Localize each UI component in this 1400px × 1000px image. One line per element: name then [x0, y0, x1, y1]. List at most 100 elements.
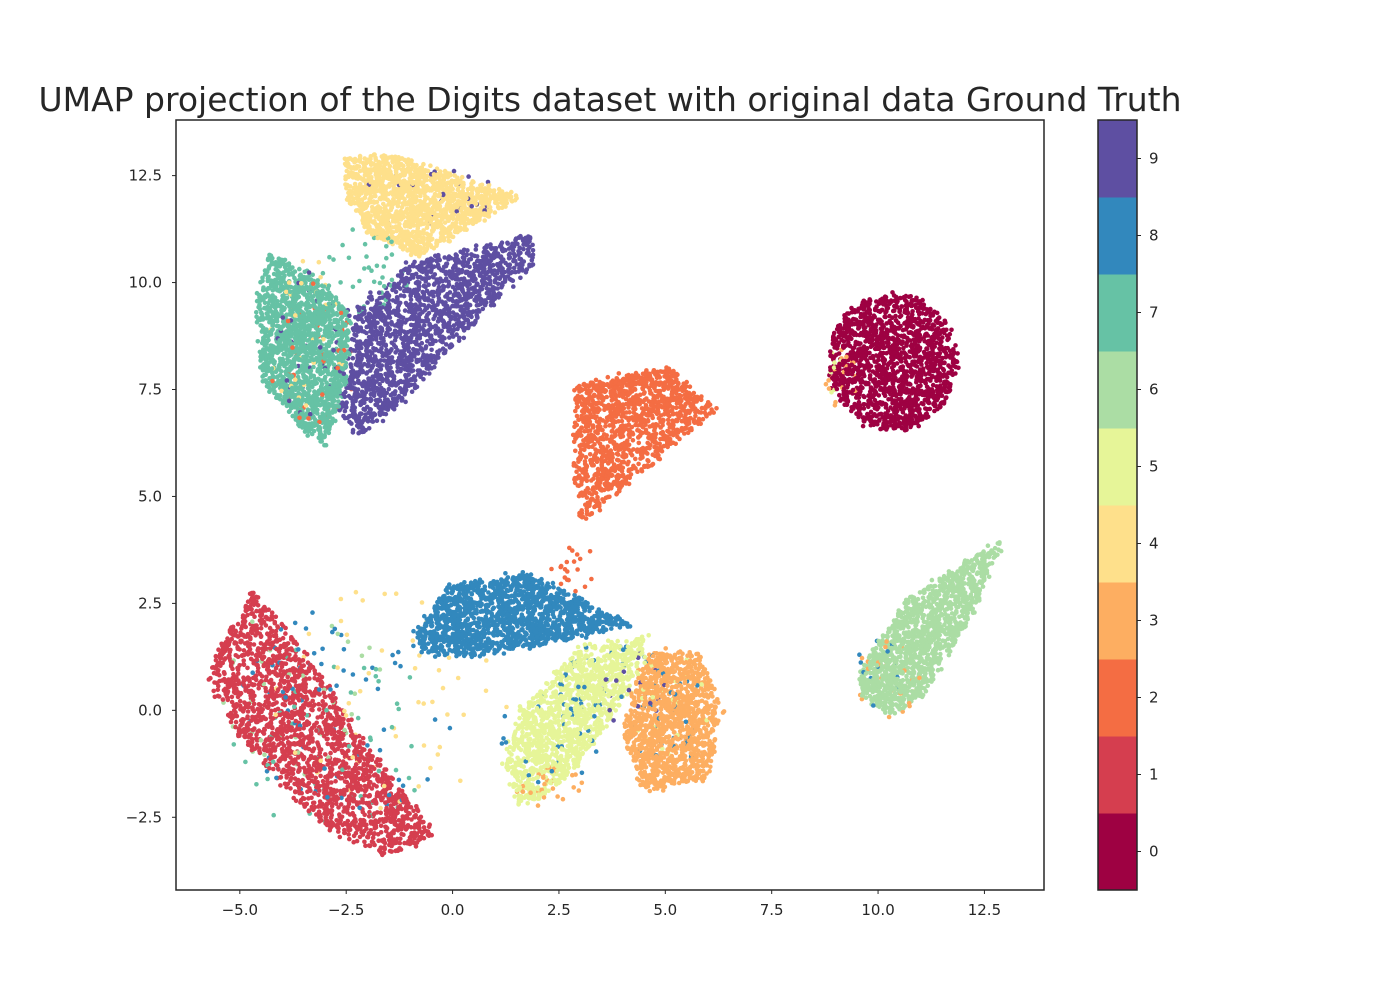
scatter-point — [396, 777, 402, 783]
scatter-point — [555, 794, 560, 799]
scatter-point — [370, 665, 375, 671]
scatter-point — [348, 690, 354, 695]
scatter-point — [451, 168, 457, 174]
scatter-point — [338, 596, 344, 602]
scatter-point — [577, 727, 583, 732]
scatter-point — [697, 658, 702, 663]
scatter-point — [573, 772, 578, 777]
scatter-point — [281, 736, 286, 742]
scatter-point — [258, 613, 263, 619]
scatter-point — [282, 702, 288, 708]
scatter-point — [443, 342, 449, 347]
scatter-point — [586, 702, 591, 708]
scatter-point — [215, 687, 221, 693]
scatter-point — [702, 700, 708, 705]
scatter-point — [501, 651, 507, 656]
scatter-point — [458, 778, 463, 784]
scatter-point — [389, 849, 394, 854]
scatter-point — [241, 662, 247, 668]
scatter-point — [292, 620, 298, 626]
scatter-point — [492, 210, 498, 215]
scatter-point — [447, 335, 452, 340]
scatter-point — [603, 423, 608, 429]
scatter-point — [446, 655, 452, 660]
scatter-point — [624, 692, 630, 697]
scatter-point — [572, 592, 577, 598]
scatter-point — [283, 631, 288, 636]
scatter-point — [362, 266, 367, 271]
scatter-point — [377, 747, 383, 753]
scatter-point — [334, 683, 339, 688]
scatter-point — [352, 691, 358, 696]
scatter-point — [265, 776, 270, 782]
scatter-point — [929, 577, 935, 583]
scatter-point — [428, 765, 433, 771]
scatter-point — [462, 580, 467, 585]
scatter-point — [337, 834, 343, 840]
scatter-point — [288, 786, 293, 791]
scatter-point — [367, 645, 372, 651]
scatter-point — [311, 428, 317, 434]
scatter-point — [643, 403, 649, 408]
scatter-point — [663, 646, 668, 651]
scatter-point — [249, 651, 255, 656]
scatter-point — [530, 248, 536, 253]
scatter-point — [634, 776, 640, 781]
scatter-point — [319, 661, 324, 667]
scatter-point — [327, 254, 332, 260]
scatter-point — [301, 796, 307, 801]
scatter-points — [206, 152, 1004, 858]
scatter-point — [582, 584, 588, 590]
scatter-point — [410, 638, 416, 643]
scatter-point — [926, 376, 931, 382]
scatter-point — [482, 218, 488, 223]
scatter-point — [483, 688, 489, 694]
scatter-point — [440, 685, 446, 691]
scatter-point — [714, 406, 719, 411]
scatter-point — [344, 632, 350, 638]
scatter-point — [311, 651, 317, 656]
scatter-point — [579, 633, 585, 638]
scatter-point — [640, 711, 645, 716]
scatter-point — [278, 783, 283, 788]
scatter-point — [582, 429, 587, 434]
scatter-point — [284, 735, 290, 740]
scatter-point — [437, 744, 443, 750]
scatter-point — [300, 258, 306, 264]
scatter-point — [254, 298, 260, 304]
scatter-point — [535, 779, 541, 785]
scatter-point — [823, 381, 829, 387]
scatter-point — [511, 265, 517, 271]
scatter-point — [392, 660, 398, 666]
scatter-point — [349, 712, 355, 717]
scatter-point — [279, 621, 285, 627]
scatter-point — [525, 801, 530, 806]
scatter-point — [374, 784, 379, 789]
scatter-point — [320, 270, 326, 276]
scatter-point — [383, 767, 389, 772]
scatter-point — [350, 284, 356, 290]
scatter-point — [245, 709, 251, 714]
scatter-point — [953, 343, 958, 348]
scatter-point — [307, 676, 312, 681]
scatter-point — [455, 675, 461, 681]
scatter-point — [393, 591, 399, 596]
scatter-point — [551, 585, 556, 590]
scatter-point — [520, 729, 525, 735]
scatter-point — [340, 242, 345, 248]
scatter-point — [310, 610, 315, 615]
scatter-point — [571, 765, 577, 770]
scatter-point — [302, 429, 308, 434]
scatter-point — [316, 792, 321, 798]
scatter-point — [466, 174, 471, 179]
scatter-point — [421, 743, 427, 748]
scatter-point — [517, 715, 522, 721]
chart-title: UMAP projection of the Digits dataset wi… — [38, 80, 1181, 119]
scatter-point — [338, 280, 343, 285]
plot-area — [175, 119, 1045, 891]
scatter-point — [861, 393, 866, 399]
scatter-point — [396, 649, 401, 655]
scatter-point — [271, 766, 276, 772]
scatter-point — [577, 556, 583, 562]
